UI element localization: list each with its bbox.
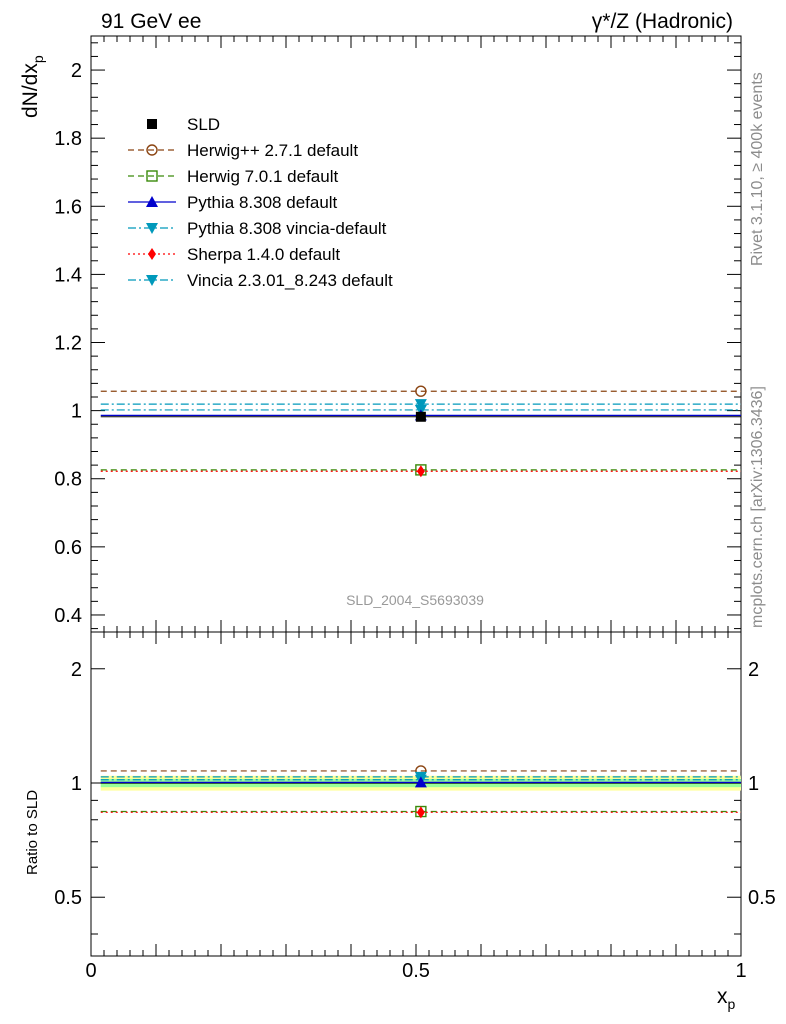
legend-marker xyxy=(146,144,158,156)
main-y-axis: 0.4 0.6 0.8 1 1.2 1.4 1.6 1.8 2 xyxy=(54,42,741,630)
ratio-marker xyxy=(416,806,425,819)
ratio-panel-frame xyxy=(90,631,742,957)
legend-marker xyxy=(146,223,158,234)
y-tick-label: 1.6 xyxy=(54,196,82,218)
main-y-label: dN/dxp xyxy=(19,55,46,118)
y-tick-label: 2 xyxy=(71,60,82,82)
legend-label: Sherpa 1.4.0 default xyxy=(187,245,340,264)
y-tick-label: 1.8 xyxy=(54,128,82,150)
x-tick-label: 1 xyxy=(735,960,746,982)
y-tick-label: 1 xyxy=(71,401,82,423)
x-axis-label: xp xyxy=(717,985,736,1012)
y-tick-label: 2 xyxy=(71,659,82,681)
y-tick-label: 1.2 xyxy=(54,333,82,355)
ratio-y-axis: 0.5 0.5 1 1 2 2 xyxy=(54,659,776,935)
legend-label: SLD xyxy=(187,115,220,134)
series-marker xyxy=(416,465,425,478)
legend-marker xyxy=(146,275,158,286)
legend-label: Pythia 8.308 default xyxy=(187,193,338,212)
legend-label: Herwig++ 2.7.1 default xyxy=(187,141,358,160)
legend: SLD Herwig++ 2.7.1 default Herwig 7.0.1 de… xyxy=(128,115,393,290)
legend-label: Pythia 8.308 vincia-default xyxy=(187,219,387,238)
energy-label: 91 GeV ee xyxy=(101,10,201,33)
x-tick-label: 0.5 xyxy=(402,960,430,982)
analysis-watermark: SLD_2004_S5693039 xyxy=(346,592,484,608)
y-tick-label: 1 xyxy=(71,773,82,795)
legend-marker xyxy=(147,119,157,129)
legend-label: Herwig 7.0.1 default xyxy=(187,167,338,186)
y-tick-label: 0.5 xyxy=(54,887,82,909)
main-series xyxy=(100,385,741,478)
series-marker xyxy=(415,385,427,397)
process-label: γ*/Z (Hadronic) xyxy=(592,10,733,33)
series-marker xyxy=(415,411,426,422)
y-tick-label-right: 1 xyxy=(748,773,759,795)
ratio-marker xyxy=(414,776,427,788)
mcplots-label: mcplots.cern.ch [arXiv:1306.3436] xyxy=(749,386,766,628)
ratio-y-label: Ratio to SLD xyxy=(24,790,41,875)
series-marker xyxy=(414,399,427,411)
y-tick-label: 0.6 xyxy=(54,537,82,559)
legend-marker xyxy=(146,196,158,207)
legend-marker xyxy=(146,170,158,182)
legend-label: Vincia 2.3.01_8.243 default xyxy=(187,271,393,290)
ratio-panel: 0.5 0.51 12 2 0 0.5 1 Ratio to SLD xp xyxy=(24,631,776,1012)
y-tick-label-right: 0.5 xyxy=(748,887,776,909)
main-panel: 0.4 0.6 0.8 1 1.2 1.4 1.6 1.8 2 SLD_2004_S569303… xyxy=(19,35,742,633)
legend-marker xyxy=(148,248,156,260)
main-x-ticks xyxy=(90,36,742,632)
y-tick-label: 1.4 xyxy=(54,264,82,286)
ratio-series xyxy=(100,765,741,819)
x-axis: 0 0.5 1 xyxy=(85,632,747,982)
y-tick-label: 0.8 xyxy=(54,469,82,491)
y-tick-label-right: 2 xyxy=(748,659,759,681)
y-tick-label: 0.4 xyxy=(54,605,82,627)
x-tick-label: 0 xyxy=(85,960,96,982)
rivet-label: Rivet 3.1.10, ≥ 400k events xyxy=(749,72,766,266)
